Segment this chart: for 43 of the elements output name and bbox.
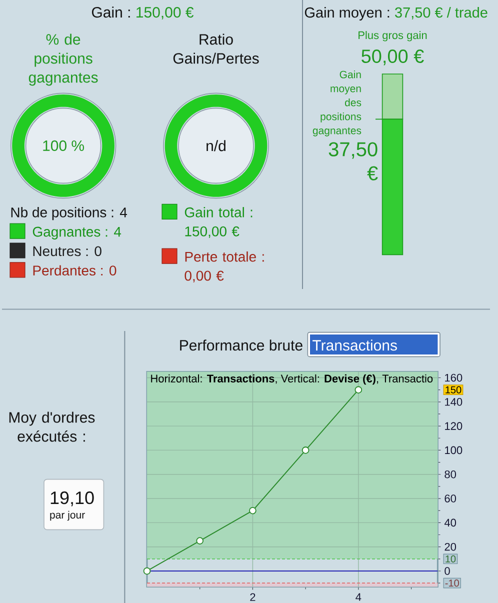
y-tick-label: 100 [445, 446, 462, 454]
legend-label: Gain total : 150,00 € [184, 207, 252, 238]
legend-label: Neutres : 0 [33, 246, 102, 256]
text: par jour [50, 510, 85, 521]
text: n/d [206, 140, 226, 152]
text: 100 % [43, 140, 84, 151]
x-tick-label: 4 [356, 593, 362, 601]
chart-title: Performance brute [180, 340, 302, 351]
text: Gain : [92, 6, 130, 18]
x-tick-label: 2 [250, 593, 256, 601]
text: 37,50 € / trade [395, 6, 488, 20]
y-tick-label: 0 [444, 567, 450, 575]
chart-title: Ratio Gains/Pertes [173, 34, 259, 64]
y-tick-label: 80 [444, 470, 456, 478]
y-tick-label: 20 [444, 542, 456, 551]
data-label: 37,50 € [328, 142, 378, 180]
chart-title: Gain moyen : [304, 6, 390, 21]
chart-subtitle: Transactions [312, 340, 397, 351]
ref-line-label: -10 [445, 580, 459, 587]
text: 150,00 € [136, 7, 194, 20]
chart-title: % de positions gagnantes [28, 34, 98, 86]
ref-line-label: 10 [446, 555, 456, 562]
y-tick-label: 160 [445, 374, 462, 382]
point [249, 506, 256, 514]
legend-title: Nb de positions : 4 [11, 207, 128, 220]
text: 150 [446, 386, 462, 394]
text: 19,10 [50, 491, 94, 506]
y-tick-label: 140 [445, 398, 462, 406]
legend-label: Perte totale : 0,00 € [184, 251, 264, 282]
point [143, 567, 151, 575]
legend-label: Gagnantes : 4 [32, 226, 122, 240]
y-tick-label: 60 [444, 494, 456, 502]
text: Gain moyen des positions gagnantes [312, 70, 362, 136]
text: Plus gros gain [358, 31, 427, 42]
point [196, 537, 204, 544]
y-tick-label: 120 [445, 422, 462, 430]
text: Moy d'ordres exécutés : [9, 412, 95, 442]
annotation: Horizontal: Transactions, Vertical: Devise (€), Transactio [151, 374, 433, 385]
y-tick-label: 40 [444, 518, 456, 527]
point [302, 446, 310, 454]
total-label: 50,00 € [362, 50, 424, 66]
legend-label: Perdantes : 0 [33, 265, 116, 276]
point [354, 386, 362, 394]
